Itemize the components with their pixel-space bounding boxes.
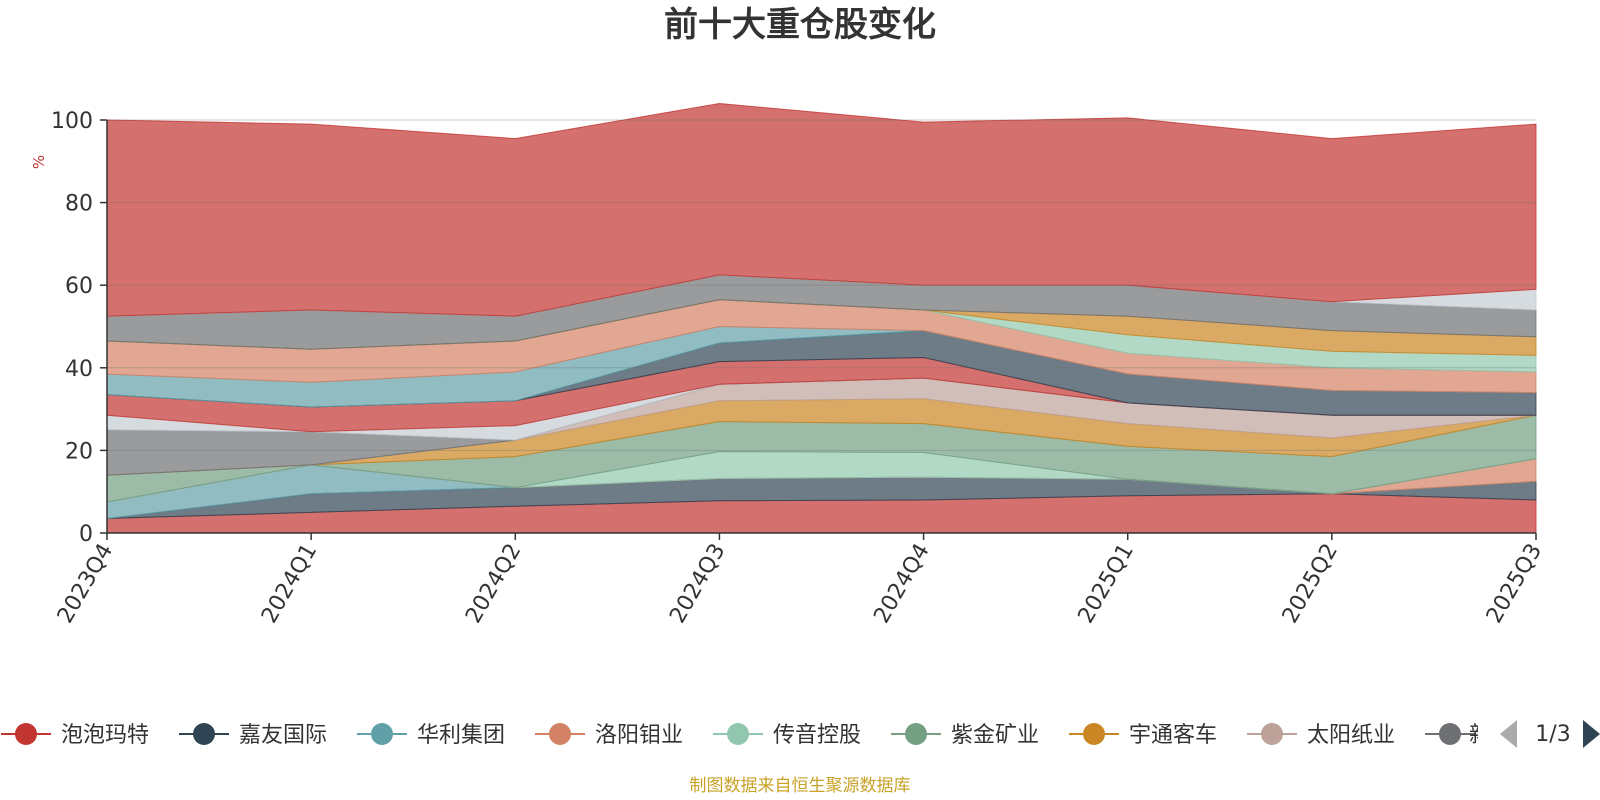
legend-prev-page-icon[interactable]	[1500, 720, 1517, 748]
area-series-19[interactable]	[106, 102, 1537, 317]
legend-label: 紫金矿业	[951, 723, 1039, 748]
legend: 泡泡玛特 嘉友国际 华利集团 洛阳钼业 传音控股 紫金矿业 宇通客车 太阳纸业 新	[1, 723, 1491, 748]
legend-item[interactable]: 泡泡玛特	[1, 723, 149, 748]
legend-item[interactable]	[1425, 723, 1475, 745]
legend-marker-icon	[1261, 723, 1283, 745]
legend-page-indicator: 1/3	[1535, 722, 1570, 747]
y-tick-label: 40	[65, 357, 93, 382]
y-tick-label: 60	[65, 274, 93, 299]
legend-marker-icon	[549, 723, 571, 745]
legend-item[interactable]: 紫金矿业	[891, 723, 1039, 748]
y-axis-label: %	[30, 155, 48, 169]
area-series-group	[106, 102, 1537, 534]
y-tick-label: 20	[65, 439, 93, 464]
legend-label: 华利集团	[417, 723, 505, 748]
legend-label: 传音控股	[773, 723, 861, 748]
legend-item[interactable]: 太阳纸业	[1247, 723, 1395, 748]
legend-label: 太阳纸业	[1307, 723, 1395, 748]
y-tick-label: 100	[51, 109, 93, 134]
legend-marker-icon	[193, 723, 215, 745]
x-tick-label: 2024Q3	[665, 540, 730, 628]
x-tick-label: 2023Q4	[53, 540, 118, 628]
legend-label: 宇通客车	[1129, 723, 1217, 748]
x-tick-label: 2025Q1	[1074, 540, 1139, 628]
x-tick-label: 2025Q2	[1278, 540, 1343, 628]
legend-label: 泡泡玛特	[61, 723, 149, 748]
legend-next-page-icon[interactable]	[1583, 720, 1600, 748]
legend-label: 嘉友国际	[239, 723, 327, 748]
chart-title: 前十大重仓股变化	[664, 5, 936, 45]
legend-marker-icon	[727, 723, 749, 745]
x-tick-label: 2024Q1	[257, 540, 322, 628]
data-source-note: 制图数据来自恒生聚源数据库	[690, 776, 911, 796]
legend-marker-icon	[15, 723, 37, 745]
x-tick-label: 2025Q3	[1482, 540, 1547, 628]
legend-item[interactable]: 嘉友国际	[179, 723, 327, 748]
y-tick-label: 80	[65, 192, 93, 217]
legend-marker-icon	[905, 723, 927, 745]
y-tick-label: 0	[79, 522, 93, 547]
legend-label-partial: 新	[1469, 723, 1491, 748]
legend-item[interactable]: 洛阳钼业	[535, 723, 683, 748]
legend-label: 洛阳钼业	[595, 723, 683, 748]
grid-lines	[107, 119, 1536, 451]
legend-marker-icon	[1439, 723, 1461, 745]
legend-item[interactable]: 传音控股	[713, 723, 861, 748]
x-tick-label: 2024Q2	[461, 540, 526, 628]
legend-marker-icon	[1083, 723, 1105, 745]
legend-item[interactable]: 华利集团	[357, 723, 505, 748]
legend-marker-icon	[371, 723, 393, 745]
legend-item[interactable]: 宇通客车	[1069, 723, 1217, 748]
x-tick-label: 2024Q4	[869, 540, 934, 628]
